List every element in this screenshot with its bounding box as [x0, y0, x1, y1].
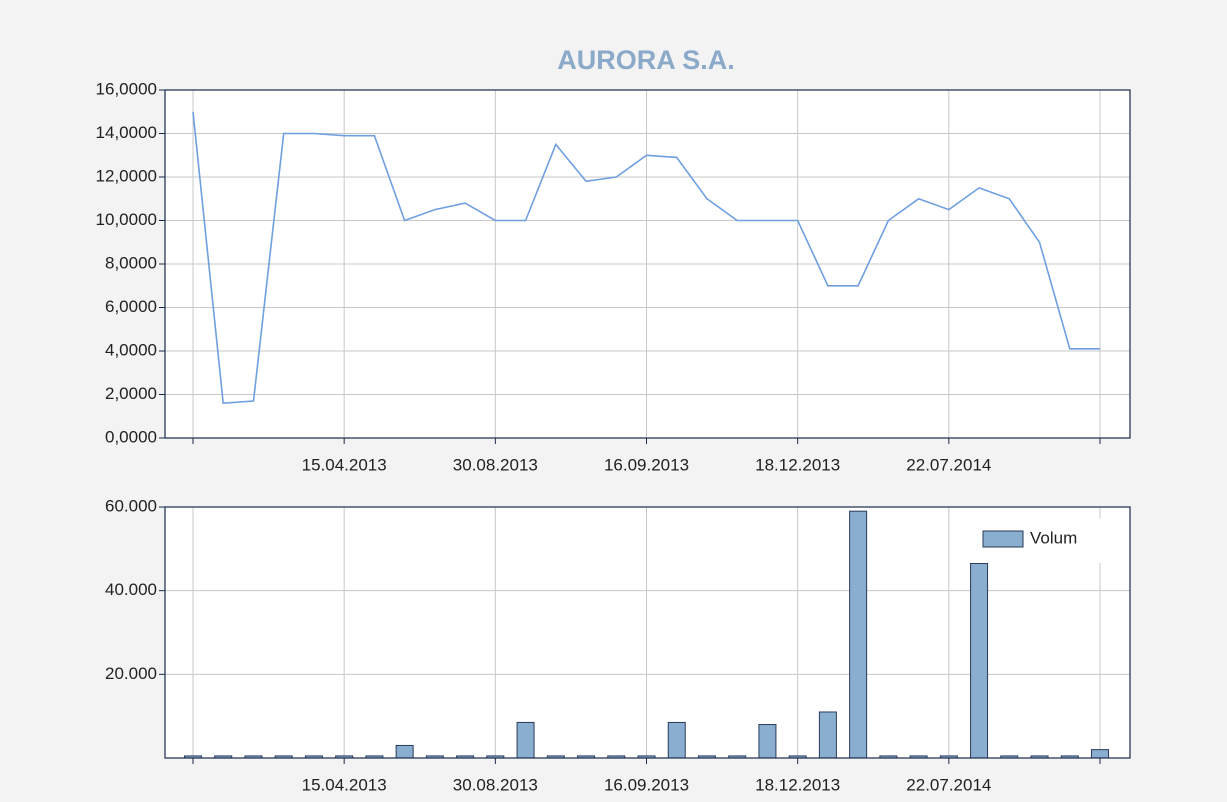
bar — [667, 721, 686, 759]
y-tick-label: 0,0000 — [105, 427, 157, 446]
legend-swatch — [982, 530, 1024, 548]
x-tick-label: 18.12.2013 — [755, 455, 840, 474]
bar — [395, 744, 414, 759]
x-tick-label: 15.04.2013 — [302, 455, 387, 474]
price-line — [192, 111, 1100, 405]
bar — [516, 721, 535, 759]
y-tick-label: 12,0000 — [96, 166, 157, 185]
y-tick-label: 20.000 — [105, 664, 157, 683]
plot-border — [164, 89, 1131, 439]
bar — [758, 724, 777, 759]
bar — [970, 562, 989, 759]
y-tick-label: 60.000 — [105, 496, 157, 515]
bar — [849, 510, 868, 759]
y-tick-label: 8,0000 — [105, 253, 157, 272]
legend-label: Volum — [1030, 528, 1077, 547]
x-tick-label: 22.07.2014 — [906, 775, 991, 794]
x-tick-label: 30.08.2013 — [453, 455, 538, 474]
chart-title: AURORA S.A. — [557, 45, 735, 75]
x-tick-label: 30.08.2013 — [453, 775, 538, 794]
y-tick-label: 14,0000 — [96, 123, 157, 142]
y-tick-label: 6,0000 — [105, 297, 157, 316]
plot-area — [165, 507, 1130, 758]
bar — [1091, 749, 1109, 759]
y-tick-label: 40.000 — [105, 580, 157, 599]
bar — [818, 711, 837, 759]
y-tick-label: 10,0000 — [96, 210, 157, 229]
y-tick-label: 2,0000 — [105, 384, 157, 403]
x-tick-label: 15.04.2013 — [302, 775, 387, 794]
x-tick-label: 16.09.2013 — [604, 775, 689, 794]
x-tick-label: 16.09.2013 — [604, 455, 689, 474]
plot-border — [164, 506, 1131, 759]
x-tick-label: 22.07.2014 — [906, 455, 991, 474]
y-tick-label: 4,0000 — [105, 340, 157, 359]
x-tick-label: 18.12.2013 — [755, 775, 840, 794]
y-tick-label: 16,0000 — [96, 79, 157, 98]
